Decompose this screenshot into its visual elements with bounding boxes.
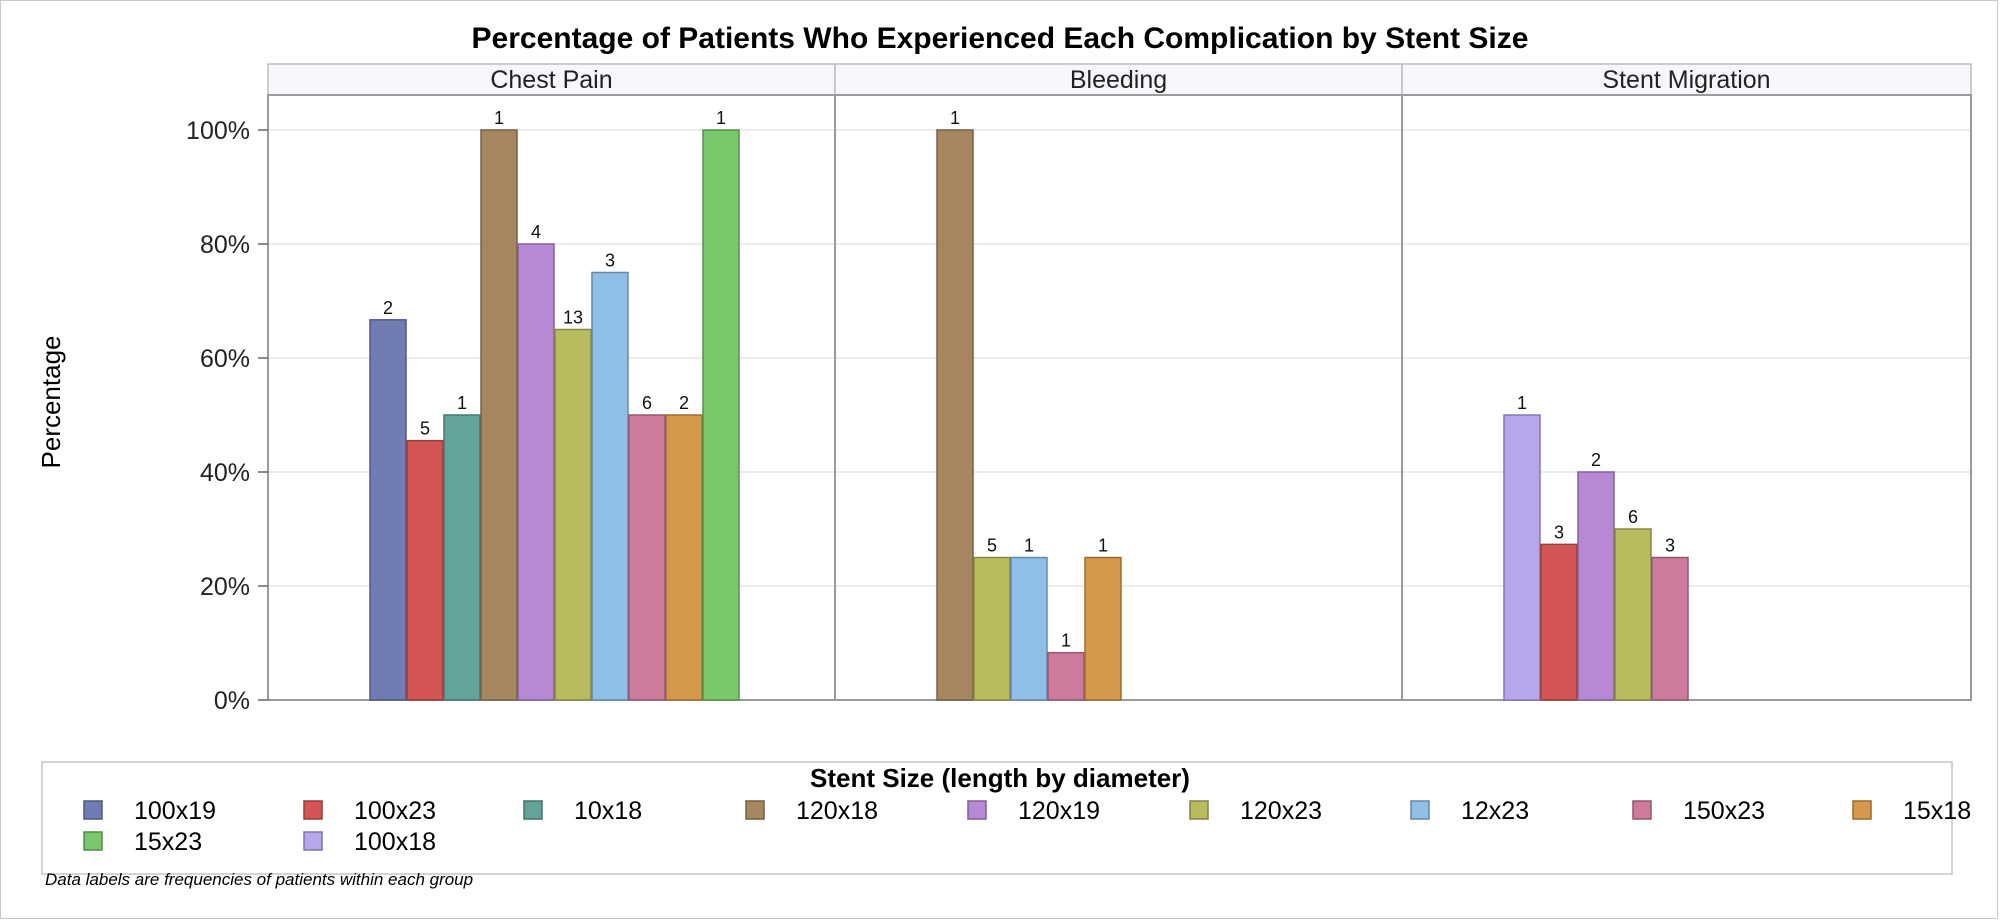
- data-label: 3: [1554, 522, 1564, 542]
- legend-item-150x23: 150x23: [1632, 797, 1765, 825]
- bar-bleeding-120x23: [973, 556, 1011, 701]
- y-axis-label: Percentage: [36, 336, 66, 469]
- legend-label: 15x23: [134, 828, 202, 856]
- bar-chest-pain-100x23: [406, 439, 444, 701]
- legend-label: 15x18: [1903, 797, 1971, 825]
- legend-swatch: [523, 800, 543, 820]
- bar-bleeding-120x18: [936, 129, 974, 701]
- y-tick-label: 80%: [200, 231, 250, 259]
- bar-chest-pain-100x19: [369, 319, 407, 701]
- legend-swatch: [83, 800, 103, 820]
- legend-item-15x23: 15x23: [83, 828, 202, 856]
- bar-chest-pain-12x23: [591, 271, 629, 701]
- y-tick-label: 20%: [200, 573, 250, 601]
- legend-swatch: [967, 800, 987, 820]
- y-tick-label: 40%: [200, 459, 250, 487]
- legend-item-15x18: 15x18: [1852, 797, 1971, 825]
- data-label: 1: [716, 108, 726, 128]
- legend-label: 120x18: [796, 797, 878, 825]
- bar-stent-migration-100x23: [1540, 543, 1578, 701]
- panel-header: [267, 63, 836, 96]
- panel-chest-pain: Chest Pain 2 5 1 1 4 13 3 6 2 1: [267, 63, 836, 701]
- legend-label: 150x23: [1683, 797, 1765, 825]
- data-label: 5: [987, 536, 997, 556]
- legend: Stent Size (length by diameter) 100x19 10…: [41, 761, 1971, 875]
- data-label: 1: [494, 108, 504, 128]
- legend-item-100x18: 100x18: [303, 828, 436, 856]
- legend-label: 120x19: [1018, 797, 1100, 825]
- legend-item-120x18: 120x18: [745, 797, 878, 825]
- data-label: 2: [679, 393, 689, 413]
- bar-bleeding-15x18: [1084, 556, 1122, 701]
- legend-label: 100x18: [354, 828, 436, 856]
- bar-bleeding-12x23: [1010, 556, 1048, 701]
- legend-label: 12x23: [1461, 797, 1529, 825]
- y-tick-label: 100%: [186, 117, 250, 145]
- y-tick-label: 60%: [200, 345, 250, 373]
- legend-item-100x23: 100x23: [303, 797, 436, 825]
- legend-label: 120x23: [1240, 797, 1322, 825]
- legend-swatch: [1189, 800, 1209, 820]
- data-label: 1: [950, 108, 960, 128]
- chart-title: Percentage of Patients Who Experienced E…: [472, 22, 1529, 55]
- panel-label: Stent Migration: [1602, 66, 1770, 94]
- bar-chest-pain-120x18: [480, 129, 518, 701]
- legend-item-10x18: 10x18: [523, 797, 642, 825]
- footnote: Data labels are frequencies of patients …: [45, 870, 473, 889]
- bar-bleeding-150x23: [1047, 651, 1085, 701]
- bar-chest-pain-15x23: [702, 129, 740, 701]
- legend-swatch: [83, 831, 103, 851]
- data-label: 1: [457, 393, 467, 413]
- data-label: 1: [1024, 536, 1034, 556]
- bar-chest-pain-15x18: [665, 414, 703, 701]
- data-label: 3: [1665, 536, 1675, 556]
- data-label: 6: [642, 393, 652, 413]
- bar-chest-pain-10x18: [443, 414, 481, 701]
- y-axis: 0% 20% 40% 60% 80% 100%: [186, 95, 269, 715]
- data-label: 13: [563, 308, 583, 328]
- data-label: 1: [1098, 536, 1108, 556]
- legend-label: 10x18: [574, 797, 642, 825]
- bar-chest-pain-120x23: [554, 328, 592, 701]
- data-label: 6: [1628, 507, 1638, 527]
- legend-item-12x23: 12x23: [1410, 797, 1529, 825]
- legend-swatch: [1410, 800, 1430, 820]
- legend-title: Stent Size (length by diameter): [810, 763, 1190, 793]
- legend-swatch: [745, 800, 765, 820]
- bar-stent-migration-150x23: [1651, 556, 1689, 701]
- bar-stent-migration-120x23: [1614, 528, 1652, 701]
- data-label: 3: [605, 251, 615, 271]
- legend-swatch: [303, 800, 323, 820]
- y-tick-label: 0%: [214, 687, 250, 715]
- legend-swatch: [303, 831, 323, 851]
- panel-header: [1401, 63, 1972, 96]
- panel-bleeding: Bleeding 1 5 1 1 1: [834, 63, 1403, 701]
- legend-swatch: [1852, 800, 1872, 820]
- data-label: 2: [1591, 450, 1601, 470]
- data-label: 5: [420, 419, 430, 439]
- legend-label: 100x23: [354, 797, 436, 825]
- bar-chest-pain-150x23: [628, 414, 666, 701]
- data-label: 4: [531, 222, 541, 242]
- panel-stent-migration: Stent Migration 1 3 2 6 3: [1401, 63, 1972, 701]
- legend-item-100x19: 100x19: [83, 797, 216, 825]
- panel-label: Bleeding: [1070, 66, 1167, 94]
- data-label: 1: [1517, 393, 1527, 413]
- data-label: 2: [383, 298, 393, 318]
- legend-item-120x23: 120x23: [1189, 797, 1322, 825]
- bar-chest-pain-120x19: [517, 243, 555, 701]
- bar-stent-migration-120x19: [1577, 471, 1615, 701]
- legend-swatch: [1632, 800, 1652, 820]
- legend-item-120x19: 120x19: [967, 797, 1100, 825]
- bar-stent-migration-100x18: [1503, 414, 1541, 701]
- data-label: 1: [1061, 631, 1071, 651]
- legend-label: 100x19: [134, 797, 216, 825]
- panel-label: Chest Pain: [490, 66, 612, 94]
